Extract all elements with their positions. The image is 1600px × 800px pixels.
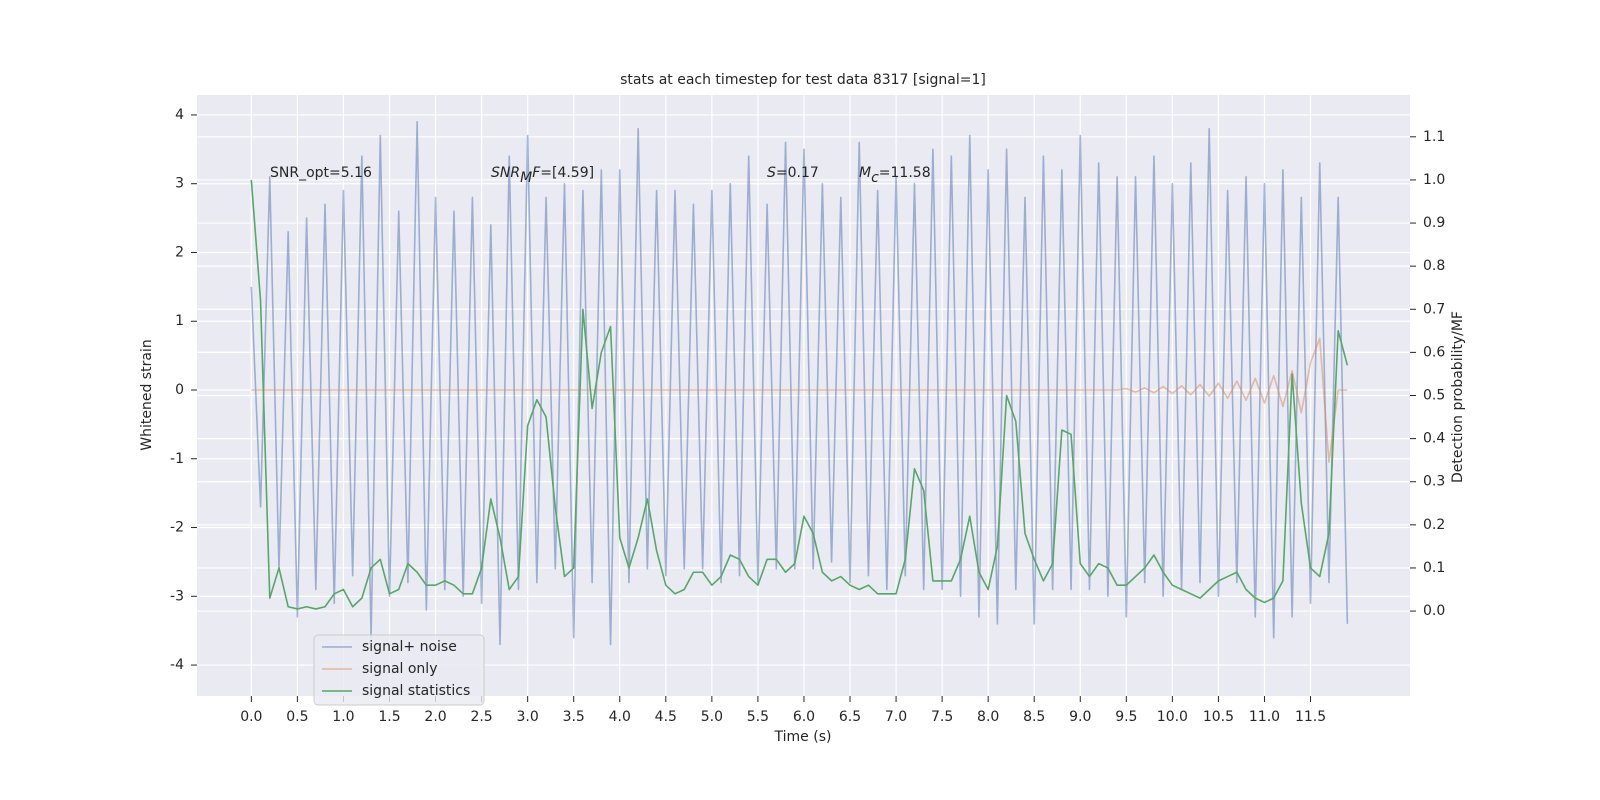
annotation-part: M (520, 170, 532, 186)
series-line (251, 337, 1348, 463)
annotation-part: SNR_opt=5.16 (270, 165, 372, 181)
y2-tick-label: 1.0 (1423, 172, 1445, 188)
legend: signal+ noise signal only signal statistic… (313, 634, 485, 706)
x-tick-label: 11.5 (1295, 709, 1326, 725)
y-tick-label: -1 (170, 451, 184, 467)
y-axis-label: Whitened strain (139, 339, 155, 450)
legend-label: signal only (362, 661, 437, 677)
x-tick-label: 9.5 (1115, 709, 1137, 725)
x-tick-label: 3.5 (563, 709, 585, 725)
annotation-part: S (767, 165, 776, 181)
y2-tick-label: 0.6 (1423, 344, 1445, 360)
annotation: S=0.17 (767, 165, 819, 181)
x-tick-label: 10.5 (1203, 709, 1234, 725)
x-tick-label: 6.5 (839, 709, 861, 725)
annotation-part: SNR (491, 165, 520, 181)
x-tick-label: 7.5 (931, 709, 953, 725)
x-tick-label: 4.5 (655, 709, 677, 725)
y2-axis-label: Detection probability/MF (1450, 311, 1466, 483)
x-tick-label: 1.0 (332, 709, 354, 725)
y2-tick-label: 0.3 (1423, 474, 1445, 490)
x-tick-label: 1.5 (378, 709, 400, 725)
x-tick-label: 7.0 (885, 709, 907, 725)
plot-lines (250, 121, 1349, 646)
annotation: Mc=11.58 (859, 165, 931, 186)
legend-label: signal statistics (362, 683, 470, 699)
y-tick-label: -3 (170, 588, 184, 604)
annotation-part: =[4.59] (540, 165, 594, 181)
series-line (250, 179, 1349, 610)
x-tick-label: 0.5 (286, 709, 308, 725)
x-tick-label: 11.0 (1249, 709, 1280, 725)
chart-title: stats at each timestep for test data 831… (620, 72, 986, 88)
x-tick-label: 6.0 (793, 709, 815, 725)
x-tick-label: 2.5 (470, 709, 492, 725)
x-tick-label: 8.0 (977, 709, 999, 725)
x-tick-label: 5.0 (701, 709, 723, 725)
x-tick-label: 3.0 (517, 709, 539, 725)
y-tick-label: -2 (170, 520, 184, 536)
annotation: SNR_opt=5.16 (270, 165, 372, 181)
legend-label: signal+ noise (362, 639, 457, 655)
x-tick-label: 10.0 (1157, 709, 1188, 725)
annotation-part: c (871, 170, 879, 186)
y2-tick-label: 0.0 (1423, 603, 1445, 619)
y2-tick-label: 0.1 (1423, 560, 1445, 576)
x-tick-label: 5.5 (747, 709, 769, 725)
annotation: SNRMF=[4.59] (491, 165, 594, 186)
annotations: SNR_opt=5.16 SNRMF=[4.59] S=0.17 Mc=11.58 (270, 165, 931, 186)
y2-tick-label: 0.2 (1423, 517, 1445, 533)
annotation-part: F (532, 165, 541, 181)
x-tick-label: 2.0 (424, 709, 446, 725)
series-line (250, 121, 1349, 646)
y2-tick-label: 0.8 (1423, 258, 1445, 274)
y2-tick-label: 0.9 (1423, 215, 1445, 231)
x-tick-label: 4.0 (609, 709, 631, 725)
x-tick-label: 0.0 (240, 709, 262, 725)
x-tick-label: 8.5 (1023, 709, 1045, 725)
legend-box (313, 634, 485, 706)
annotation-part: M (859, 165, 871, 181)
y-tick-label: 2 (175, 244, 184, 260)
y2-tick-label: 0.7 (1423, 301, 1445, 317)
y2-tick-label: 0.4 (1423, 431, 1445, 447)
x-tick-label: 9.0 (1069, 709, 1091, 725)
annotation-part: =0.17 (776, 165, 819, 181)
y2-tick-label: 1.1 (1423, 129, 1445, 145)
x-axis-label: Time (s) (774, 729, 832, 745)
annotation-part: =11.58 (879, 165, 931, 181)
y2-tick-label: 0.5 (1423, 388, 1445, 404)
y-tick-label: 0 (175, 382, 184, 398)
y-tick-label: 1 (175, 313, 184, 329)
y-tick-label: 3 (175, 176, 184, 192)
y-tick-label: -4 (170, 657, 184, 673)
y-tick-label: 4 (175, 107, 184, 123)
